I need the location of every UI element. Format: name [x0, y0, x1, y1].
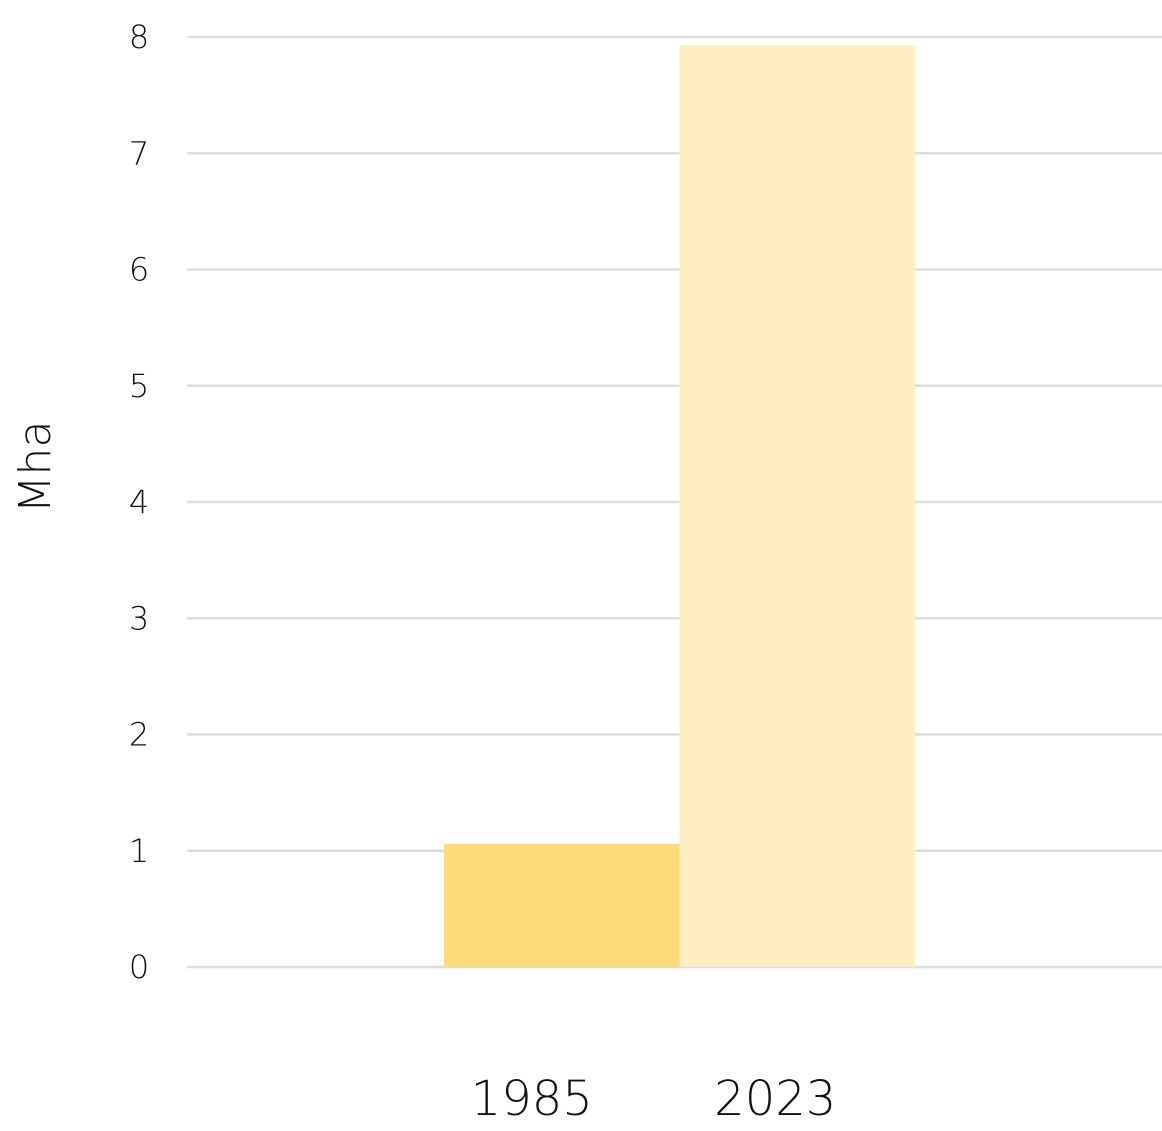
x-axis-ticks: 1985 2023 [471, 1071, 837, 1127]
y-tick-label: 0 [129, 948, 149, 986]
x-tick-label: 2023 [714, 1071, 836, 1127]
x-tick-label: 1985 [471, 1071, 593, 1127]
y-tick-label: 7 [129, 134, 149, 172]
y-tick-label: 2 [129, 716, 149, 754]
y-tick-label: 3 [129, 599, 149, 637]
y-tick-label: 5 [129, 367, 149, 405]
bar-2023 [679, 45, 915, 967]
bar-1985 [444, 843, 680, 967]
y-tick-label: 6 [129, 251, 149, 289]
y-axis-label: Mha [10, 421, 61, 514]
gridlines [187, 35, 1162, 969]
y-axis-ticks: 0 1 2 3 4 5 6 7 8 [129, 18, 149, 986]
bars [444, 45, 915, 967]
y-tick-label: 8 [129, 18, 149, 56]
y-tick-label: 1 [129, 832, 149, 870]
y-tick-label: 4 [129, 483, 149, 521]
